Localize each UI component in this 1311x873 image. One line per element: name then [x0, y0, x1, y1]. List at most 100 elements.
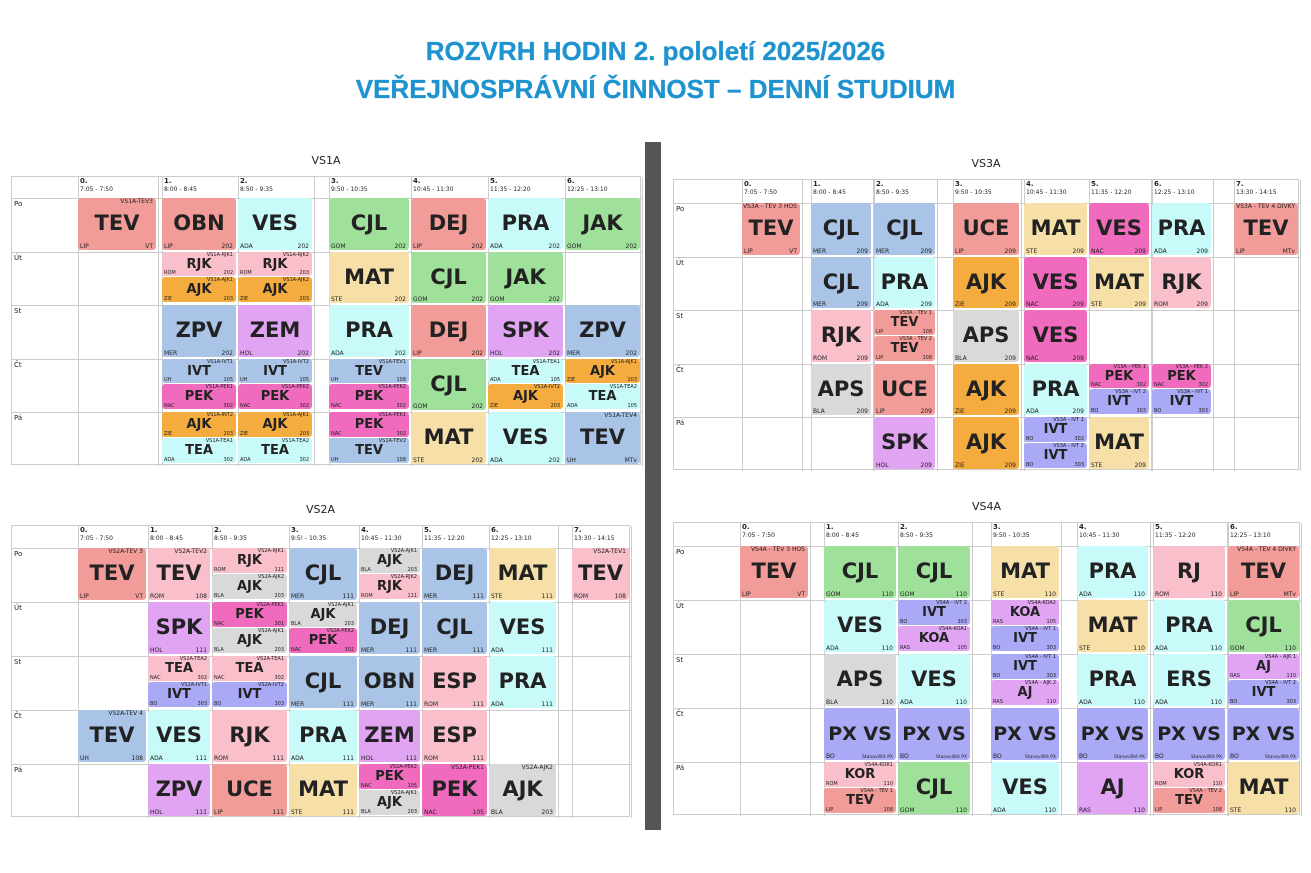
- lesson-cell[interactable]: ESP ROM 111: [422, 656, 487, 708]
- lesson-cell[interactable]: APS BLA 110: [824, 654, 896, 706]
- lesson-cell[interactable]: AJ RAS 110: [1077, 762, 1148, 814]
- lesson-cell[interactable]: VES ADA 111: [489, 602, 556, 654]
- lesson-cell[interactable]: KOR VS4A-KOR1 ROM 110: [1153, 762, 1225, 787]
- lesson-cell[interactable]: IVT VS1A-IVT2 UH 105: [238, 358, 312, 384]
- lesson-cell[interactable]: TEV VS3A - TEV 4 DIVKY LIP MTv: [1234, 203, 1298, 255]
- lesson-cell[interactable]: TEA VS1A-TEA1 ADA 302: [162, 437, 236, 463]
- lesson-cell[interactable]: CJL GOM 110: [1228, 600, 1299, 652]
- lesson-cell[interactable]: CJL GOM 202: [329, 198, 409, 250]
- lesson-cell[interactable]: SPK HOL 209: [874, 417, 935, 469]
- lesson-cell[interactable]: CJL MER 209: [874, 203, 935, 255]
- lesson-cell[interactable]: PX VS BO Stanoviště PX: [1077, 708, 1148, 760]
- lesson-cell[interactable]: MAT STE 202: [329, 251, 409, 303]
- lesson-cell[interactable]: IVT VS3A - IVT 2 BO 303: [1089, 389, 1149, 414]
- lesson-cell[interactable]: PEK VS1A-PEK1 NAC 302: [329, 412, 409, 437]
- lesson-cell[interactable]: PRA ADA 111: [289, 710, 357, 762]
- lesson-cell[interactable]: ZEM HOL 111: [359, 710, 420, 762]
- lesson-cell[interactable]: MAT STE 111: [289, 764, 357, 816]
- lesson-cell[interactable]: AJK VS2A-AJK1 BLA 203: [359, 790, 420, 815]
- lesson-cell[interactable]: APS BLA 209: [953, 310, 1019, 362]
- lesson-cell[interactable]: OBN MER 111: [359, 656, 420, 708]
- lesson-cell[interactable]: PRA ADA 202: [329, 305, 409, 357]
- lesson-cell[interactable]: CJL MER 209: [811, 203, 871, 255]
- lesson-cell[interactable]: PX VS BO Stanoviště PX: [1153, 708, 1225, 760]
- lesson-cell[interactable]: KOR VS4A-KOR1 ROM 110: [824, 762, 896, 787]
- lesson-cell[interactable]: IVT VS4A - IVT 2 BO 303: [898, 600, 970, 625]
- lesson-cell[interactable]: TEV VS4A - TEV 3 HOS LIP VT: [740, 546, 808, 598]
- lesson-cell[interactable]: IVT VS3A - IVT 1 BO 303: [1152, 389, 1211, 414]
- lesson-cell[interactable]: PX VS BO Stanoviště PX: [824, 708, 896, 760]
- lesson-cell[interactable]: TEA VS1A-TEA2 ADA 302: [238, 437, 312, 463]
- lesson-cell[interactable]: CJL GOM 110: [898, 762, 970, 814]
- lesson-cell[interactable]: AJK VS1A-AJK1 ZIE 203: [238, 412, 312, 437]
- lesson-cell[interactable]: CJL MER 111: [289, 548, 357, 600]
- lesson-cell[interactable]: KOA VS4A-KOA2 RAS 105: [991, 600, 1059, 625]
- lesson-cell[interactable]: RJ ROM 110: [1153, 546, 1225, 598]
- lesson-cell[interactable]: CJL MER 111: [422, 602, 487, 654]
- lesson-cell[interactable]: PRA ADA 111: [489, 656, 556, 708]
- lesson-cell[interactable]: MAT STE 110: [991, 546, 1059, 598]
- lesson-cell[interactable]: AJK VS2A-AJK1 BLA 203: [359, 548, 420, 573]
- lesson-cell[interactable]: RJK VS1A-RJK2 ROM 203: [238, 251, 312, 277]
- lesson-cell[interactable]: VES ADA 202: [488, 412, 563, 464]
- lesson-cell[interactable]: CJL GOM 202: [411, 358, 486, 410]
- lesson-cell[interactable]: PRA ADA 209: [874, 256, 935, 308]
- lesson-cell[interactable]: AJK VS1A-AJK2 ZIE 203: [238, 277, 312, 302]
- lesson-cell[interactable]: DEJ LIP 202: [411, 198, 486, 250]
- lesson-cell[interactable]: TEV VS2A-TEV 3 LIP VT: [78, 548, 146, 600]
- lesson-cell[interactable]: KOA VS4A-KOA1 RAS 105: [898, 626, 970, 651]
- lesson-cell[interactable]: RJK VS2A-RJK1 ROM 111: [212, 548, 287, 573]
- lesson-cell[interactable]: PEK VS3A - PEK 1 NAC 302: [1089, 363, 1149, 389]
- lesson-cell[interactable]: PX VS BO Stanoviště PX: [991, 708, 1059, 760]
- lesson-cell[interactable]: RJK ROM 209: [811, 310, 871, 362]
- lesson-cell[interactable]: TEV VS3A - TEV 1 LIP 108: [874, 310, 935, 335]
- lesson-cell[interactable]: MAT STE 209: [1089, 256, 1149, 308]
- lesson-cell[interactable]: TEV VS4A - TEV 2 LIP 108: [1153, 788, 1225, 813]
- lesson-cell[interactable]: CJL MER 111: [289, 656, 357, 708]
- lesson-cell[interactable]: PEK VS2A-PEK1 NAC 105: [422, 764, 487, 816]
- lesson-cell[interactable]: TEV VS4A - TEV 4 DIVKY LIP MTv: [1228, 546, 1299, 598]
- lesson-cell[interactable]: MAT STE 202: [411, 412, 486, 464]
- lesson-cell[interactable]: DEJ LIP 202: [411, 305, 486, 357]
- lesson-cell[interactable]: DEJ MER 111: [422, 548, 487, 600]
- lesson-cell[interactable]: MAT STE 209: [1024, 203, 1087, 255]
- lesson-cell[interactable]: AJ VS4A - AJK 1 RAS 110: [1228, 654, 1299, 679]
- lesson-cell[interactable]: DEJ MER 111: [359, 602, 420, 654]
- lesson-cell[interactable]: AJK VS1A-AJK1 ZIE 203: [162, 277, 236, 302]
- lesson-cell[interactable]: JAK GOM 202: [488, 251, 563, 303]
- lesson-cell[interactable]: VES ADA 202: [238, 198, 312, 250]
- lesson-cell[interactable]: RJK ROM 111: [212, 710, 287, 762]
- lesson-cell[interactable]: AJK ZIE 209: [953, 256, 1019, 308]
- lesson-cell[interactable]: MAT STE 111: [489, 548, 556, 600]
- lesson-cell[interactable]: VES NAC 209: [1089, 203, 1149, 255]
- lesson-cell[interactable]: TEA VS2A-TEA2 NAC 302: [148, 656, 210, 681]
- lesson-cell[interactable]: TEA VS2A-TEA1 NAC 302: [212, 656, 287, 681]
- lesson-cell[interactable]: TEV VS3A - TEV 3 HOS LIP VT: [742, 203, 800, 255]
- lesson-cell[interactable]: ZPV HOL 111: [148, 764, 210, 816]
- lesson-cell[interactable]: VES NAC 209: [1024, 256, 1087, 308]
- lesson-cell[interactable]: SPK HOL 111: [148, 602, 210, 654]
- lesson-cell[interactable]: VES ADA 110: [991, 762, 1059, 814]
- lesson-cell[interactable]: MAT STE 110: [1077, 600, 1148, 652]
- lesson-cell[interactable]: PEK VS1A-PEK1 NAC 302: [162, 384, 236, 409]
- lesson-cell[interactable]: RJK ROM 209: [1152, 256, 1211, 308]
- lesson-cell[interactable]: TEA VS1A-TEA2 ADA 105: [565, 384, 640, 409]
- lesson-cell[interactable]: PEK VS2A-PEK2 NAC 105: [359, 764, 420, 789]
- lesson-cell[interactable]: PX VS BO Stanoviště PX: [898, 708, 970, 760]
- lesson-cell[interactable]: TEV VS1A-TEV3 LIP VT: [78, 198, 156, 250]
- lesson-cell[interactable]: RJK VS2A-RJK2 ROM 111: [359, 574, 420, 599]
- lesson-cell[interactable]: AJK VS2A-AJK1 BLA 203: [212, 628, 287, 653]
- lesson-cell[interactable]: PEK VS3A - PEK 2 NAC 302: [1152, 363, 1211, 389]
- lesson-cell[interactable]: ZEM HOL 202: [238, 305, 312, 357]
- lesson-cell[interactable]: PEK VS1A-PEK2 NAC 302: [238, 384, 312, 409]
- lesson-cell[interactable]: IVT VS3A - IVT 1 BO 302: [1024, 417, 1087, 442]
- lesson-cell[interactable]: VES NAC 209: [1024, 310, 1087, 362]
- lesson-cell[interactable]: IVT VS4A - IVT 2 BO 303: [1228, 680, 1299, 705]
- lesson-cell[interactable]: IVT VS2A-IVT1 BO 303: [148, 682, 210, 707]
- lesson-cell[interactable]: VES ADA 110: [824, 600, 896, 652]
- lesson-cell[interactable]: PRA ADA 110: [1153, 600, 1225, 652]
- lesson-cell[interactable]: MAT STE 209: [1089, 417, 1149, 469]
- lesson-cell[interactable]: IVT VS4A - IVT 1 BO 303: [991, 626, 1059, 651]
- lesson-cell[interactable]: PX VS BO Stanoviště PX: [1228, 708, 1299, 760]
- lesson-cell[interactable]: VES ADA 110: [898, 654, 970, 706]
